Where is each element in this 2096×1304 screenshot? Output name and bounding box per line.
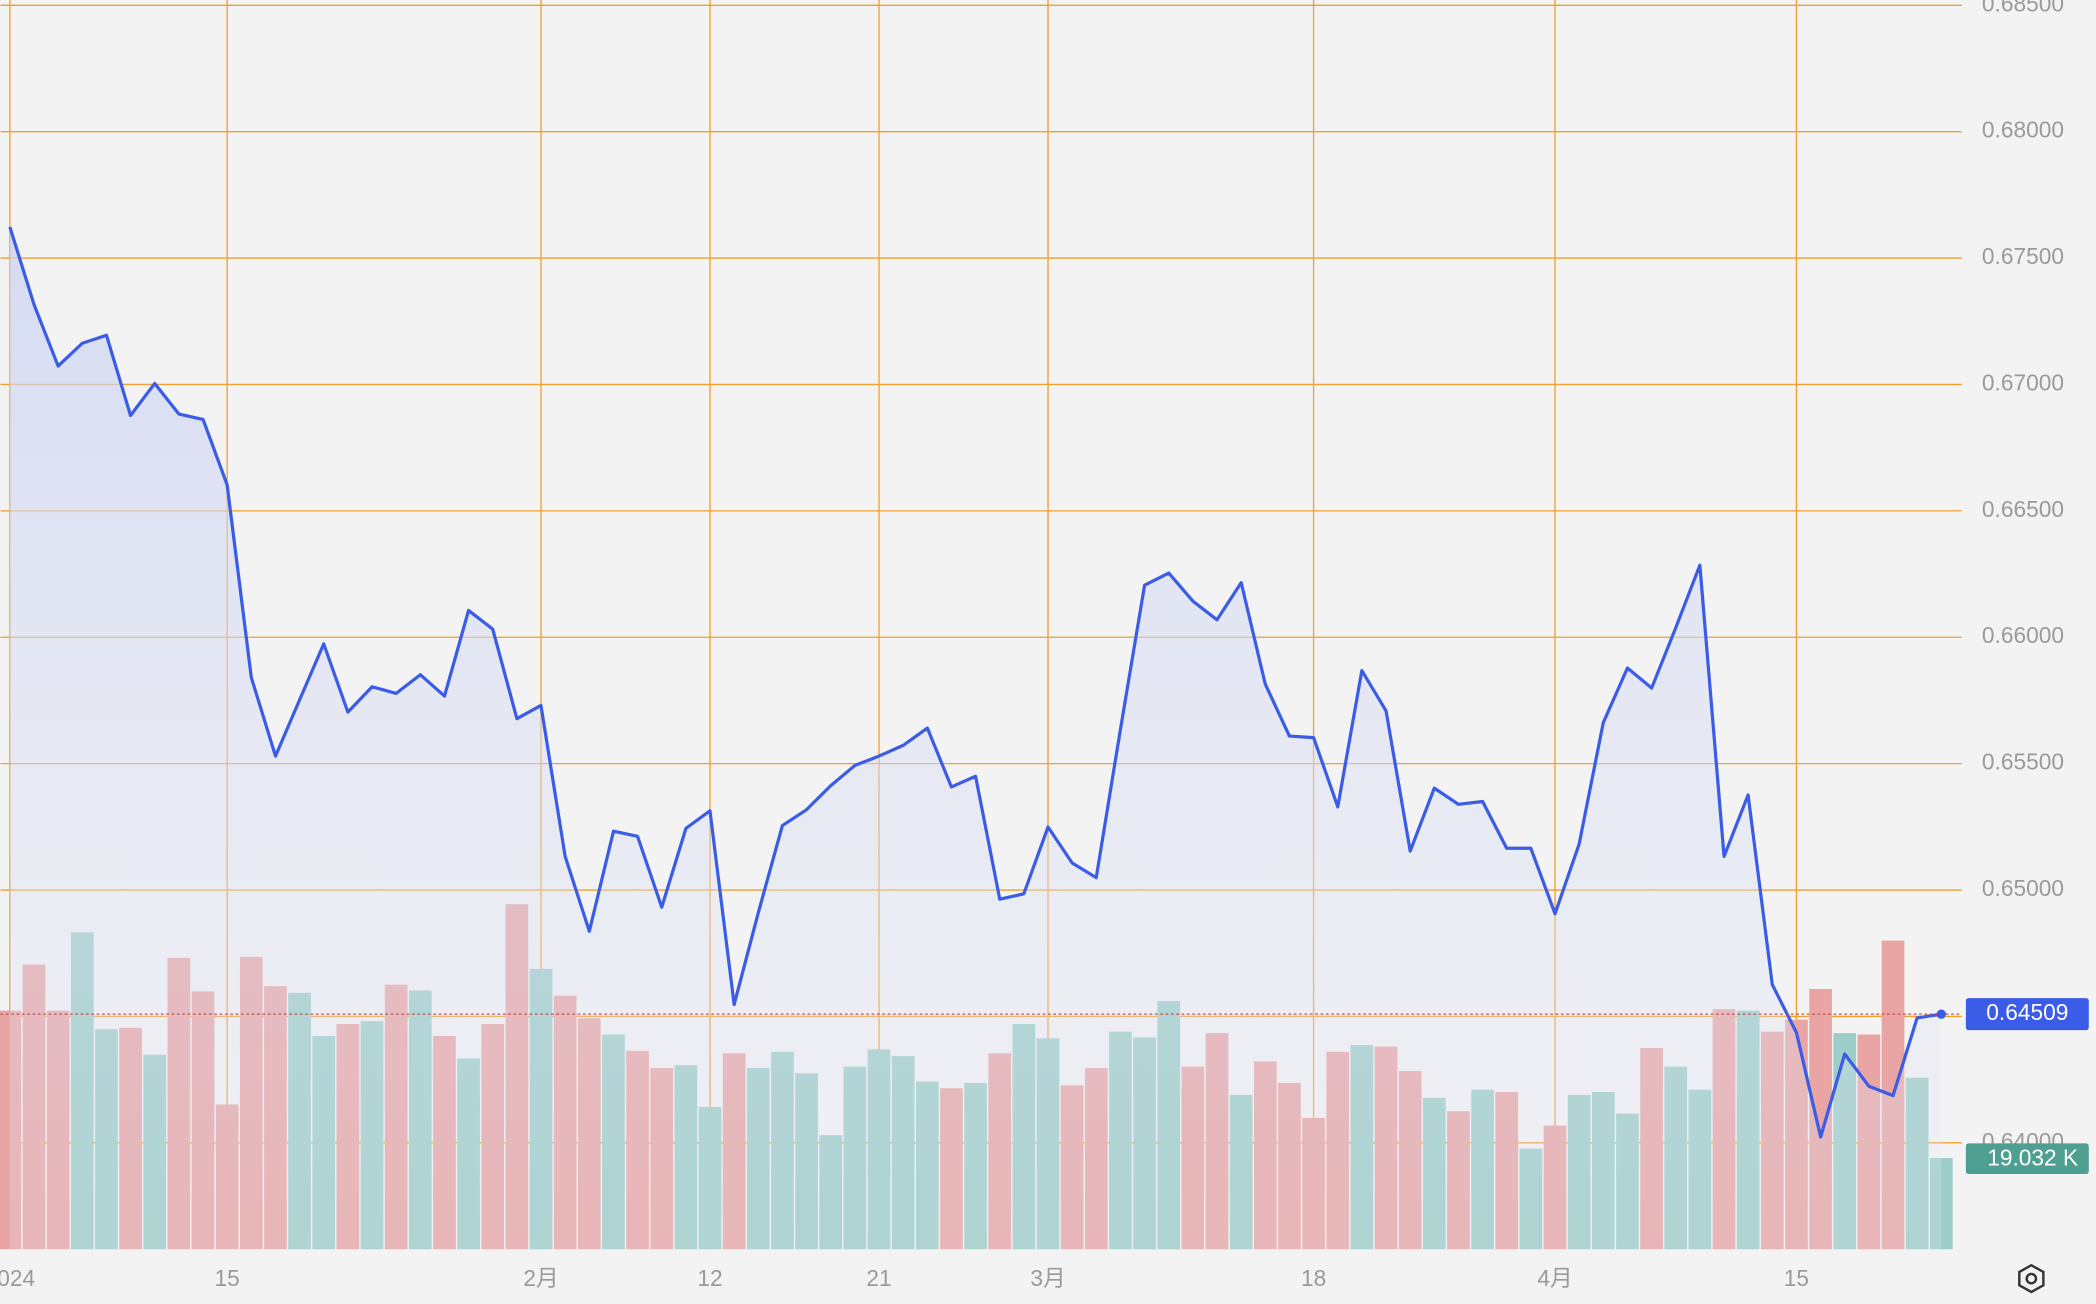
x-tick-label: 15 bbox=[1784, 1265, 1809, 1291]
volume-badge bbox=[1965, 1143, 2089, 1175]
x-tick-label: 2024 bbox=[0, 1265, 35, 1291]
y-tick-label: 0.65000 bbox=[1982, 875, 2064, 901]
x-tick-label: 3月 bbox=[1030, 1265, 1065, 1291]
settings-icon[interactable] bbox=[2018, 1263, 2045, 1294]
last-price-label: 0.64509 bbox=[1986, 999, 2068, 1025]
y-tick-label: 0.67000 bbox=[1982, 369, 2064, 395]
y-tick-label: 0.68500 bbox=[1982, 0, 2064, 16]
y-tick-label: 0.66500 bbox=[1982, 496, 2064, 522]
y-tick-label: 0.66000 bbox=[1982, 622, 2064, 648]
last-price-badge bbox=[1965, 998, 2089, 1031]
price-line bbox=[0, 226, 1962, 1250]
x-tick-label: 4月 bbox=[1537, 1265, 1572, 1291]
x-tick-label: 12 bbox=[697, 1265, 722, 1291]
volume-label: 19.032 K bbox=[1987, 1144, 2078, 1170]
price-line bbox=[8, 226, 1942, 1139]
y-tick-label: 0.68000 bbox=[1982, 117, 2064, 143]
x-tick-label: 15 bbox=[215, 1265, 240, 1291]
price-area bbox=[9, 226, 1942, 1250]
x-tick-label: 2月 bbox=[523, 1265, 558, 1291]
last-price-dot bbox=[1936, 1009, 1946, 1019]
x-tick-label: 18 bbox=[1301, 1265, 1326, 1291]
x-tick-label: 21 bbox=[866, 1265, 891, 1291]
y-tick-label: 0.65500 bbox=[1982, 749, 2064, 775]
y-tick-label: 0.67500 bbox=[1982, 243, 2064, 269]
